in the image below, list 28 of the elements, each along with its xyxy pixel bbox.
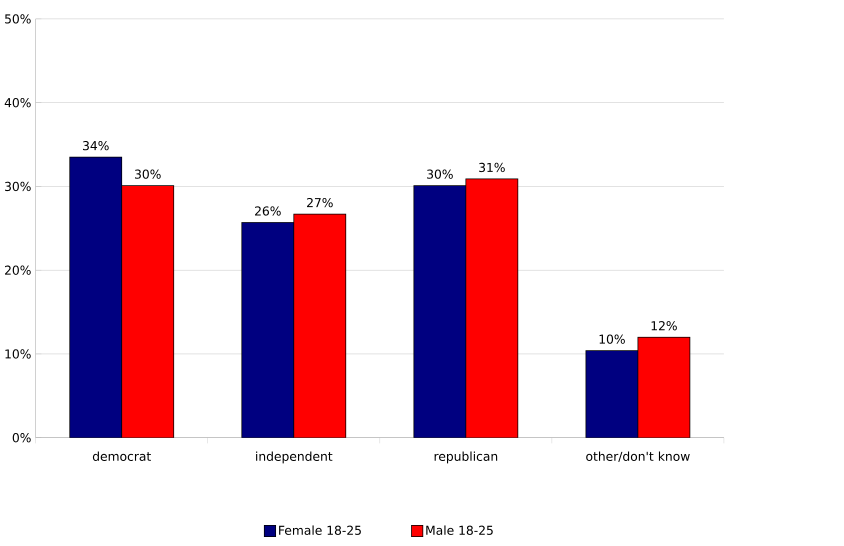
data-label: 34% — [83, 140, 109, 150]
y-tick-label: 10% — [5, 349, 31, 358]
bar — [241, 222, 294, 438]
data-label: 27% — [307, 198, 333, 208]
x-tick-label: republican — [434, 451, 498, 464]
data-label: 10% — [600, 334, 625, 344]
x-tick-label: democrat — [92, 451, 151, 461]
legend-label: Female 18-25 — [279, 525, 361, 535]
bar — [413, 185, 466, 438]
data-label: 30% — [135, 169, 161, 179]
bar — [586, 350, 638, 438]
bar — [121, 185, 174, 438]
x-tick-label: independent — [256, 451, 332, 464]
y-tick-label: 0% — [12, 432, 31, 442]
data-label: 26% — [255, 206, 281, 216]
y-tick-label: 30% — [5, 182, 31, 191]
x-tick-label: other/don't know — [586, 451, 690, 462]
y-tick-label: 20% — [5, 265, 31, 275]
data-label: 12% — [652, 320, 677, 330]
legend-label: Male 18-25 — [426, 525, 493, 535]
data-label: 31% — [479, 162, 505, 172]
bar — [465, 178, 518, 438]
bar — [638, 336, 690, 438]
y-tick-label: 40% — [4, 98, 31, 108]
data-label: 30% — [427, 169, 453, 179]
y-tick-label: 50% — [5, 14, 31, 24]
bar — [69, 156, 122, 438]
bar — [293, 213, 346, 438]
